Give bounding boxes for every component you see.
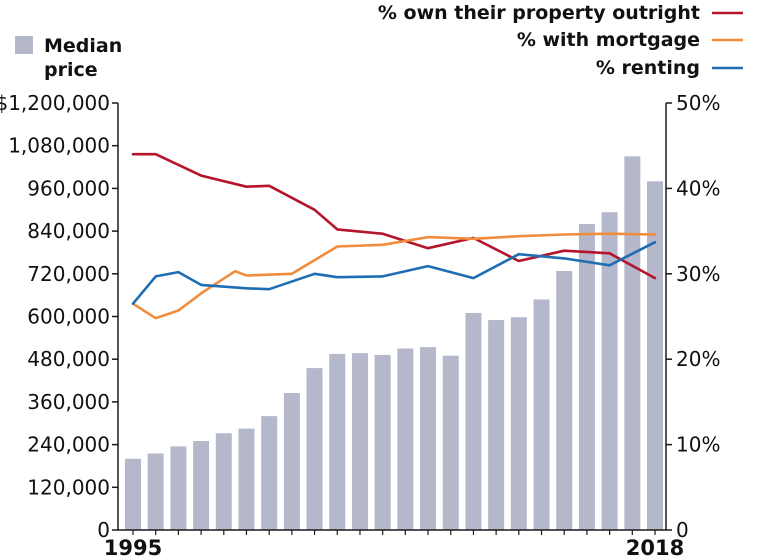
legend-label-mortgage: % with mortgage — [517, 29, 700, 51]
bar-2001 — [261, 416, 278, 530]
bar-2003 — [306, 368, 323, 530]
axes: 0 120,000 240,000 360,000 480,000 600,000 720,… — [0, 91, 720, 560]
y-left-tick-label: 960,000 — [27, 176, 110, 200]
series-line-renting — [131, 240, 657, 306]
bar-2013 — [533, 299, 550, 530]
bar-2005 — [351, 353, 368, 530]
bar-2004 — [329, 353, 346, 530]
bar-2007 — [397, 348, 414, 530]
bar-2012 — [510, 317, 527, 530]
legend-label-renting: % renting — [596, 57, 700, 79]
bar-1998 — [193, 441, 210, 530]
y-left-tick-label: 840,000 — [27, 219, 110, 243]
bar-1996 — [147, 453, 164, 530]
bar-2017 — [624, 156, 641, 530]
y-left-tick-label: 720,000 — [27, 262, 110, 286]
bar-2006 — [374, 354, 391, 530]
line-series-group — [131, 152, 657, 320]
bar-2014 — [556, 270, 573, 530]
y-right-tick-label: 50% — [676, 91, 720, 115]
series-line-own-outright — [131, 152, 657, 280]
series-line-mortgage — [131, 232, 657, 320]
legend-label-median-price-1: Median — [44, 35, 122, 57]
bar-2015 — [578, 223, 595, 530]
x-tick-label: 1995 — [104, 536, 162, 560]
legend-label-median-price-2: price — [44, 59, 98, 81]
bar-1997 — [170, 446, 187, 530]
bar-2009 — [442, 355, 459, 530]
y-left-tick-label: 1,080,000 — [8, 134, 110, 158]
x-tick-label: 2018 — [626, 536, 684, 560]
y-left-tick-label: $1,200,000 — [0, 91, 110, 115]
y-left-tick-label: 240,000 — [27, 433, 110, 457]
y-left-tick-label: 600,000 — [27, 305, 110, 329]
bar-2000 — [238, 428, 255, 530]
y-left-tick-label: 120,000 — [27, 475, 110, 499]
legend-label-own-outright: % own their property outright — [378, 2, 700, 24]
bar-2018 — [647, 181, 663, 531]
bar-1999 — [215, 433, 232, 530]
bar-2011 — [488, 320, 505, 530]
y-right-tick-label: 10% — [676, 433, 720, 457]
y-right-tick-label: 20% — [676, 347, 720, 371]
bar-2010 — [465, 312, 482, 530]
y-left-tick-label: 480,000 — [27, 347, 110, 371]
bar-2002 — [283, 393, 300, 530]
y-left-tick-label: 360,000 — [27, 390, 110, 414]
y-right-tick-label: 30% — [676, 262, 720, 286]
bar-1995 — [125, 458, 141, 530]
y-right-tick-label: 40% — [676, 176, 720, 200]
bar-2016 — [601, 212, 618, 530]
legend-swatch-median-price — [15, 36, 33, 54]
bar-series-median-price — [125, 156, 663, 531]
y-right-tick-label: 0 — [676, 518, 689, 542]
y-left-tick-label: 0 — [97, 518, 110, 542]
bar-2008 — [420, 347, 437, 530]
